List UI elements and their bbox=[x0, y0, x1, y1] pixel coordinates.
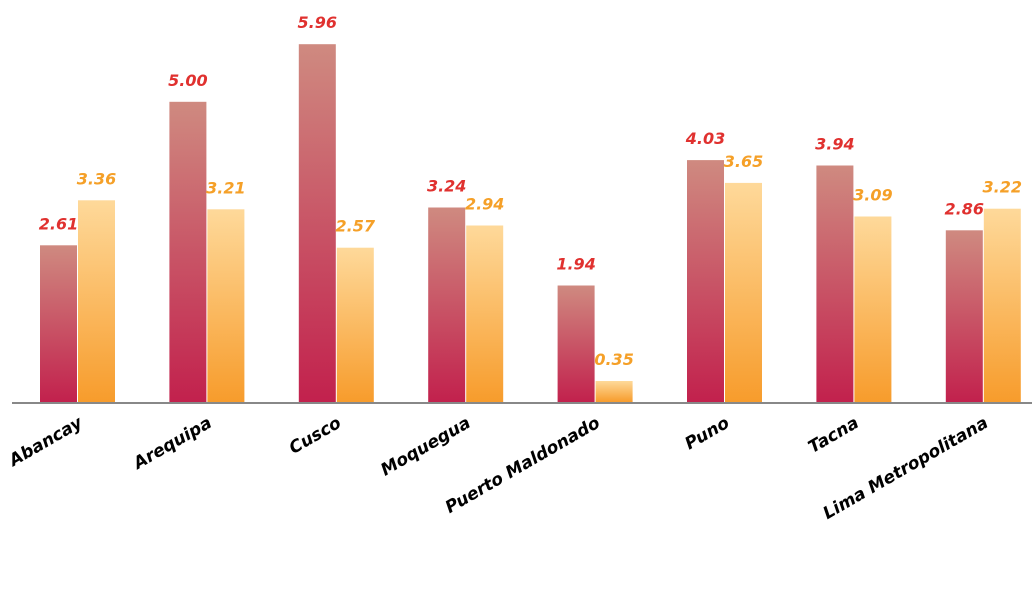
bar-series1-moquegua bbox=[428, 207, 466, 402]
value-label-series1-lima-metropolitana: 2.86 bbox=[945, 199, 984, 218]
bar-series2-tacna bbox=[854, 216, 892, 402]
bars-layer bbox=[40, 44, 1021, 403]
bar-series1-lima-metropolitana bbox=[945, 230, 983, 402]
category-label-moquegua: Moquegua bbox=[377, 413, 474, 480]
bar-series1-puno bbox=[687, 160, 724, 402]
category-label-puno: Puno bbox=[682, 413, 734, 454]
category-label-abancay: Abancay bbox=[4, 413, 87, 472]
value-label-series2-lima-metropolitana: 3.22 bbox=[983, 178, 1022, 197]
value-label-series1-cusco: 5.96 bbox=[298, 13, 337, 32]
value-label-series1-abancay: 2.61 bbox=[39, 214, 78, 233]
value-label-series2-tacna: 3.09 bbox=[853, 186, 892, 205]
bar-series2-lima-metropolitana bbox=[983, 208, 1021, 402]
value-label-series2-cusco: 2.57 bbox=[336, 217, 376, 236]
value-label-series1-puno: 4.03 bbox=[685, 129, 725, 148]
value-label-series1-tacna: 3.94 bbox=[815, 135, 854, 154]
value-label-series1-arequipa: 5.00 bbox=[168, 71, 207, 90]
category-label-cusco: Cusco bbox=[286, 413, 345, 459]
bar-series1-tacna bbox=[816, 165, 854, 402]
bar-series2-moquegua bbox=[466, 225, 504, 402]
bar-series1-cusco bbox=[298, 44, 336, 402]
value-label-series2-puerto-maldonado: 0.35 bbox=[594, 350, 633, 369]
bar-series2-puno bbox=[725, 182, 762, 402]
bar-series2-arequipa bbox=[207, 209, 245, 402]
bar-series1-arequipa bbox=[169, 101, 207, 403]
category-label-arequipa: Arequipa bbox=[128, 413, 215, 475]
bar-series2-abancay bbox=[78, 200, 115, 402]
bar-series2-cusco bbox=[336, 247, 374, 402]
value-labels-layer: 2.61 3.36 5.00 3.21 5.96 2.57 3.242.94 1.94 0.35… bbox=[39, 13, 1022, 369]
category-label-tacna: Tacna bbox=[805, 413, 862, 458]
value-label-series1-moquegua: 3.24 bbox=[427, 177, 466, 196]
value-label-series2-abancay: 3.36 bbox=[77, 169, 116, 188]
value-label-series2-arequipa: 3.21 bbox=[206, 178, 245, 197]
bar-series2-puerto-maldonado bbox=[595, 381, 633, 402]
value-label-series2-moquegua: 2.94 bbox=[465, 195, 504, 214]
value-label-series2-puno: 3.65 bbox=[724, 152, 763, 171]
value-label-series1-puerto-maldonado: 1.94 bbox=[556, 255, 595, 274]
bar-series1-puerto-maldonado bbox=[557, 285, 595, 402]
bar-series1-abancay bbox=[40, 245, 77, 402]
